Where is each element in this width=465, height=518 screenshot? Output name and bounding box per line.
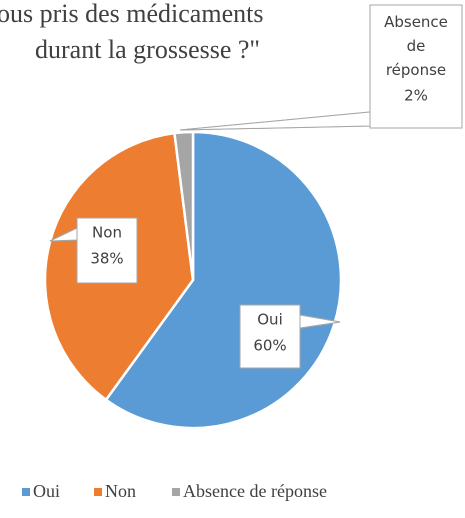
data-label: Non xyxy=(92,224,122,242)
data-label: 38% xyxy=(90,250,123,268)
legend-swatch xyxy=(94,488,102,496)
legend-label: Non xyxy=(105,481,136,501)
legend-swatch xyxy=(172,488,180,496)
data-label: 60% xyxy=(253,337,286,355)
chart-title: ous pris des médicaments xyxy=(0,0,263,28)
callout-box xyxy=(240,305,300,368)
legend-swatch xyxy=(22,488,30,496)
label-line: Absence xyxy=(384,13,448,31)
data-label: Oui xyxy=(257,311,282,329)
chart-title: durant la grossesse ?" xyxy=(35,35,260,64)
callout-pointer xyxy=(299,314,341,329)
legend-label: Oui xyxy=(33,481,60,501)
legend-label: Absence de réponse xyxy=(183,481,327,501)
data-label: Absence de réponse xyxy=(384,13,448,79)
label-line: de xyxy=(407,37,426,55)
callout-pointer xyxy=(49,227,78,242)
callout-box xyxy=(77,218,137,283)
data-label: 2% xyxy=(404,87,428,105)
callout-pointer xyxy=(179,111,371,131)
label-line: réponse xyxy=(386,61,446,79)
pie-slice xyxy=(173,130,195,281)
callout-box xyxy=(370,5,462,128)
